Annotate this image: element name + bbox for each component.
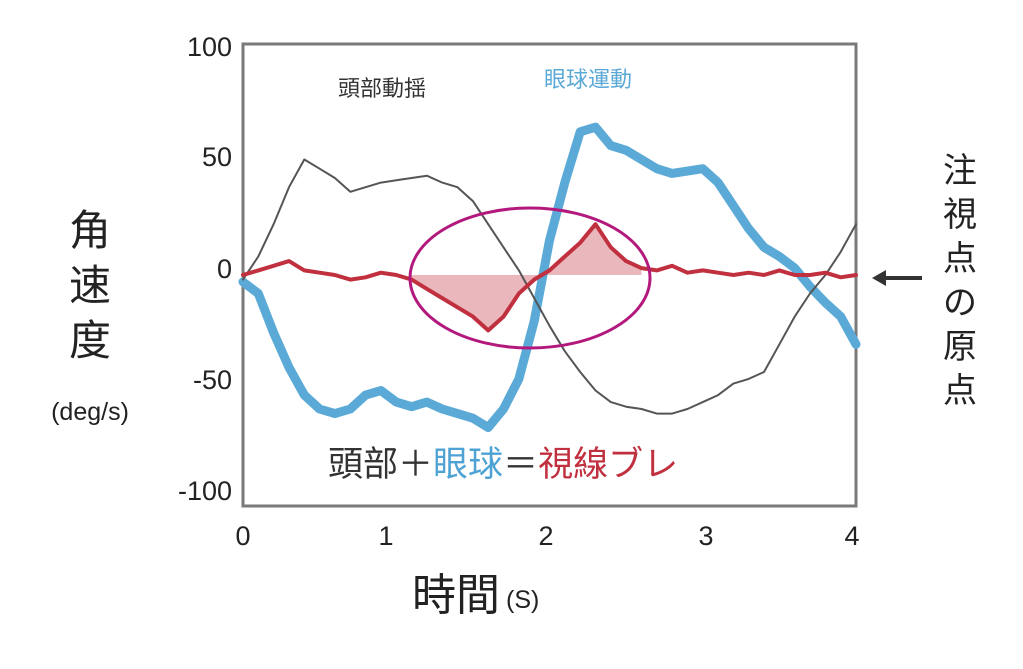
gaze-shift-fill [411, 224, 642, 331]
y-axis-label-char: 速 [69, 261, 111, 310]
x-axis-unit: (S) [506, 586, 539, 614]
x-tick-labels: 0 1 2 3 4 [235, 521, 859, 551]
y-tick-label: 0 [217, 254, 232, 284]
x-tick-label: 3 [698, 521, 713, 551]
equation-equals: ＝ [503, 445, 538, 485]
gaze-origin-label-char: 原 [943, 327, 977, 367]
series-lines [238, 122, 861, 432]
series-line-head-motion [242, 158, 857, 415]
gaze-origin-label-char: 点 [943, 239, 977, 279]
y-axis-unit: (deg/s) [51, 398, 129, 426]
equation-head: 頭部 [328, 445, 398, 485]
left-arrow-icon [872, 270, 922, 286]
x-axis-label: 時間 [412, 570, 500, 621]
gaze-shift-area [411, 224, 642, 331]
y-tick-label: 50 [202, 142, 232, 172]
highlight-ellipse [408, 206, 652, 350]
y-axis-label-char: 角 [69, 206, 111, 255]
equation-gaze: 視線ブレ [538, 445, 678, 485]
gaze-origin-label-char: 点 [943, 371, 977, 411]
equation-plus: ＋ [398, 445, 433, 485]
y-tick-label: -100 [178, 476, 232, 506]
equation: 頭部＋眼球＝視線ブレ [328, 445, 678, 485]
x-tick-label: 4 [844, 521, 859, 551]
y-tick-labels: 100 50 0 -50 -100 [178, 32, 232, 506]
gaze-origin-label-char: の [943, 283, 977, 323]
equation-eye: 眼球 [433, 445, 503, 485]
gaze-origin-label-char: 注 [943, 151, 977, 191]
y-axis-label: 角速度 [69, 206, 111, 365]
gaze-origin-label: 注視点の原点 [943, 151, 977, 411]
y-tick-label: 100 [187, 32, 232, 62]
x-tick-label: 0 [235, 521, 250, 551]
legend-head-motion: 頭部動揺 [338, 77, 426, 102]
series-line-gaze-shift [241, 222, 858, 333]
legend-eye-movement: 眼球運動 [544, 68, 632, 93]
y-tick-label: -50 [193, 365, 232, 395]
x-tick-label: 1 [378, 521, 393, 551]
x-tick-label: 2 [538, 521, 553, 551]
gaze-origin-label-char: 視 [943, 195, 977, 235]
y-axis-label-char: 度 [69, 316, 111, 365]
series-line-eye-movement [238, 122, 861, 432]
